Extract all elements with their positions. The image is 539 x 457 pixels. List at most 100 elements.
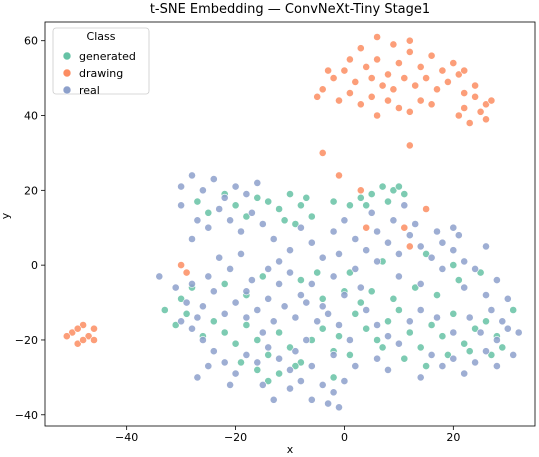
- point-real: [487, 306, 496, 314]
- point-real: [247, 208, 256, 217]
- point-real: [460, 369, 469, 378]
- point-generated: [438, 332, 447, 341]
- series-generated: [160, 182, 518, 385]
- point-real: [296, 377, 305, 385]
- point-real: [345, 336, 354, 344]
- point-real: [198, 186, 207, 195]
- point-real: [188, 324, 196, 333]
- point-generated: [405, 328, 414, 337]
- point-real: [503, 294, 512, 303]
- point-real: [384, 365, 392, 374]
- point-drawing: [394, 59, 403, 67]
- point-generated: [449, 261, 458, 269]
- point-real: [264, 343, 273, 352]
- point-generated: [465, 347, 474, 356]
- point-real: [307, 362, 316, 370]
- point-real: [209, 175, 218, 183]
- point-generated: [302, 193, 311, 202]
- point-generated: [275, 328, 283, 337]
- point-drawing: [405, 48, 414, 56]
- point-drawing: [335, 171, 343, 180]
- point-drawing: [345, 89, 354, 97]
- scatter-points: [62, 33, 523, 412]
- point-drawing: [79, 321, 87, 329]
- point-drawing: [318, 148, 327, 157]
- point-real: [438, 264, 447, 273]
- point-drawing: [345, 55, 354, 64]
- point-drawing: [482, 100, 490, 109]
- point-generated: [253, 365, 262, 374]
- point-drawing: [373, 33, 381, 41]
- point-real: [351, 264, 360, 273]
- point-generated: [177, 294, 185, 303]
- point-real: [509, 350, 518, 359]
- point-real: [307, 279, 316, 288]
- point-generated: [509, 306, 518, 314]
- point-generated: [345, 201, 354, 210]
- point-generated: [171, 321, 180, 329]
- point-generated: [329, 197, 338, 206]
- point-real: [198, 336, 207, 344]
- point-real: [416, 373, 425, 382]
- point-real: [356, 283, 365, 292]
- point-generated: [231, 201, 240, 210]
- point-real: [329, 227, 338, 236]
- point-generated: [275, 205, 283, 213]
- point-generated: [280, 216, 289, 225]
- point-generated: [286, 190, 294, 198]
- point-real: [329, 350, 338, 359]
- point-generated: [378, 343, 387, 352]
- point-real: [482, 242, 490, 251]
- point-real: [400, 201, 409, 210]
- point-drawing: [465, 119, 474, 127]
- point-real: [438, 362, 447, 370]
- point-real: [286, 365, 294, 374]
- point-drawing: [90, 324, 98, 333]
- legend-box: [52, 27, 150, 95]
- point-real: [193, 313, 202, 322]
- point-real: [416, 279, 425, 288]
- point-real: [503, 324, 512, 333]
- point-real: [247, 276, 256, 284]
- point-real: [291, 347, 300, 356]
- point-drawing: [411, 81, 420, 90]
- point-real: [215, 205, 224, 213]
- legend-label-real: real: [79, 84, 100, 97]
- point-drawing: [405, 242, 414, 251]
- y-axis-label: y: [0, 212, 12, 219]
- point-generated: [296, 276, 305, 284]
- point-generated: [460, 339, 469, 348]
- point-real: [340, 216, 349, 225]
- point-generated: [384, 317, 392, 326]
- point-generated: [367, 190, 376, 198]
- point-real: [411, 220, 420, 228]
- point-generated: [454, 276, 463, 284]
- point-real: [373, 257, 381, 266]
- y-tick-label: −40: [15, 409, 38, 422]
- point-real: [324, 309, 332, 318]
- point-real: [318, 380, 327, 389]
- point-drawing: [329, 74, 338, 82]
- point-real: [291, 313, 300, 322]
- point-real: [307, 395, 316, 404]
- point-drawing: [340, 66, 349, 75]
- point-generated: [400, 190, 409, 198]
- point-real: [275, 354, 283, 363]
- point-drawing: [427, 51, 436, 60]
- point-real: [286, 384, 294, 393]
- axes-frame: [44, 21, 536, 427]
- point-generated: [220, 328, 229, 337]
- legend-marker-generated: [62, 51, 72, 61]
- point-real: [362, 246, 371, 255]
- point-real: [220, 309, 229, 318]
- point-real: [460, 257, 469, 266]
- point-generated: [362, 324, 371, 333]
- point-real: [242, 190, 251, 198]
- series-drawing: [62, 33, 496, 348]
- point-real: [340, 291, 349, 299]
- point-real: [307, 238, 316, 247]
- point-drawing: [79, 336, 87, 344]
- point-generated: [296, 358, 305, 367]
- legend-marker-drawing: [62, 68, 72, 78]
- point-generated: [345, 350, 354, 359]
